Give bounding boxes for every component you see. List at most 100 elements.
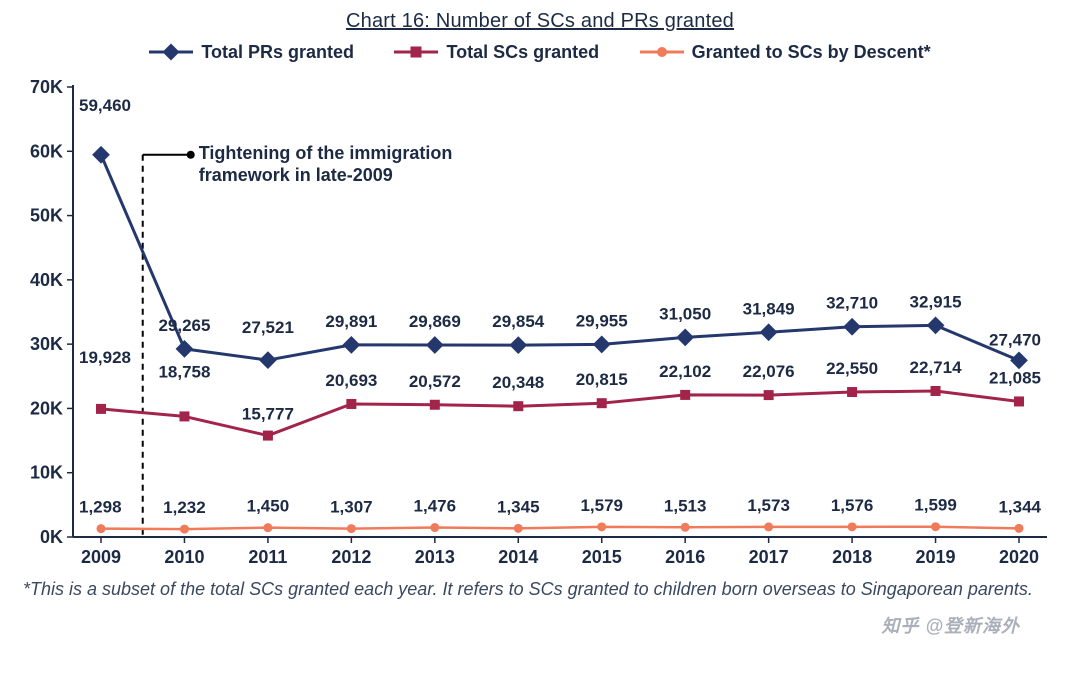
data-label-prs: 59,460 xyxy=(79,95,131,114)
marker-scs xyxy=(1014,396,1024,406)
data-label-scs: 18,758 xyxy=(158,362,210,381)
footnote: *This is a subset of the total SCs grant… xyxy=(15,577,1065,601)
data-label-scs: 19,928 xyxy=(79,347,131,366)
marker-descent xyxy=(931,522,940,531)
marker-scs xyxy=(430,399,440,409)
y-tick-label: 50K xyxy=(30,205,63,225)
y-tick-label: 0K xyxy=(40,527,63,547)
data-label-descent: 1,344 xyxy=(998,497,1041,516)
marker-prs xyxy=(1010,351,1028,369)
data-label-scs: 20,815 xyxy=(576,370,628,389)
data-label-prs: 31,849 xyxy=(743,299,795,318)
series-line-prs xyxy=(101,154,1019,360)
data-label-descent: 1,298 xyxy=(79,497,122,516)
x-tick-label: 2012 xyxy=(331,547,371,567)
chart-title: Chart 16: Number of SCs and PRs granted xyxy=(15,10,1065,33)
marker-prs xyxy=(342,335,360,353)
data-label-scs: 22,714 xyxy=(910,357,963,376)
legend-label-descent: Granted to SCs by Descent* xyxy=(692,42,931,63)
data-label-descent: 1,345 xyxy=(497,497,540,516)
marker-prs xyxy=(760,323,778,341)
marker-scs xyxy=(931,385,941,395)
y-tick-label: 70K xyxy=(30,77,63,97)
data-label-prs: 29,265 xyxy=(158,315,210,334)
marker-prs xyxy=(927,316,945,334)
legend-label-scs: Total SCs granted xyxy=(446,42,599,63)
data-label-scs: 20,572 xyxy=(409,371,461,390)
data-label-descent: 1,573 xyxy=(747,495,790,514)
data-label-descent: 1,476 xyxy=(414,496,457,515)
annotation-dot xyxy=(187,150,195,158)
data-label-scs: 15,777 xyxy=(242,404,294,423)
marker-descent xyxy=(681,522,690,531)
data-label-scs: 22,076 xyxy=(743,362,795,381)
marker-prs xyxy=(676,328,694,346)
data-label-prs: 29,955 xyxy=(576,311,628,330)
marker-descent xyxy=(1015,523,1024,532)
data-label-descent: 1,599 xyxy=(914,495,957,514)
data-label-prs: 32,915 xyxy=(910,292,962,311)
marker-descent xyxy=(514,523,523,532)
marker-scs xyxy=(263,430,273,440)
marker-scs xyxy=(847,387,857,397)
marker-descent xyxy=(764,522,773,531)
x-tick-label: 2014 xyxy=(498,547,538,567)
data-label-descent: 1,579 xyxy=(580,495,623,514)
data-label-descent: 1,307 xyxy=(330,497,373,516)
marker-prs xyxy=(92,145,110,163)
data-label-prs: 29,891 xyxy=(325,311,377,330)
chart-plot: 0K10K20K30K40K50K60K70K20092010201120122… xyxy=(15,67,1065,577)
x-tick-label: 2010 xyxy=(164,547,204,567)
legend: Total PRs granted Total SCs granted Gran… xyxy=(15,39,1065,63)
data-label-descent: 1,513 xyxy=(664,496,707,515)
data-label-scs: 20,348 xyxy=(492,373,544,392)
marker-prs xyxy=(426,336,444,354)
legend-label-prs: Total PRs granted xyxy=(201,42,354,63)
annotation-text-2: framework in late-2009 xyxy=(199,164,393,184)
x-tick-label: 2015 xyxy=(582,547,622,567)
chart-container: Chart 16: Number of SCs and PRs granted … xyxy=(0,0,1080,673)
legend-item-prs: Total PRs granted xyxy=(149,42,354,63)
legend-item-scs: Total SCs granted xyxy=(394,42,599,63)
y-tick-label: 20K xyxy=(30,398,63,418)
series-line-descent xyxy=(101,526,1019,528)
marker-descent xyxy=(848,522,857,531)
y-tick-label: 60K xyxy=(30,141,63,161)
y-tick-label: 10K xyxy=(30,462,63,482)
marker-prs xyxy=(593,335,611,353)
marker-scs xyxy=(513,401,523,411)
data-label-prs: 32,710 xyxy=(826,293,878,312)
legend-item-descent: Granted to SCs by Descent* xyxy=(640,42,931,63)
marker-scs xyxy=(96,403,106,413)
marker-scs xyxy=(764,390,774,400)
x-tick-label: 2009 xyxy=(81,547,121,567)
x-tick-label: 2016 xyxy=(665,547,705,567)
y-tick-label: 30K xyxy=(30,334,63,354)
marker-scs xyxy=(597,398,607,408)
marker-scs xyxy=(680,389,690,399)
data-label-descent: 1,232 xyxy=(163,498,206,517)
marker-prs xyxy=(259,351,277,369)
marker-descent xyxy=(263,523,272,532)
marker-descent xyxy=(430,523,439,532)
x-tick-label: 2019 xyxy=(916,547,956,567)
marker-prs xyxy=(176,339,194,357)
data-label-prs: 27,470 xyxy=(989,330,1041,349)
series-line-scs xyxy=(101,390,1019,435)
data-label-scs: 22,550 xyxy=(826,359,878,378)
data-label-prs: 29,854 xyxy=(492,312,545,331)
data-label-scs: 22,102 xyxy=(659,361,711,380)
marker-descent xyxy=(347,524,356,533)
marker-descent xyxy=(97,524,106,533)
marker-prs xyxy=(843,317,861,335)
annotation-text-1: Tightening of the immigration xyxy=(199,142,453,162)
watermark: 知乎 @登新海外 xyxy=(881,612,1020,638)
marker-prs xyxy=(509,336,527,354)
marker-scs xyxy=(179,411,189,421)
data-label-scs: 20,693 xyxy=(325,370,377,389)
x-tick-label: 2018 xyxy=(832,547,872,567)
data-label-prs: 27,521 xyxy=(242,318,294,337)
data-label-prs: 29,869 xyxy=(409,311,461,330)
x-tick-label: 2020 xyxy=(999,547,1039,567)
data-label-scs: 21,085 xyxy=(989,368,1041,387)
